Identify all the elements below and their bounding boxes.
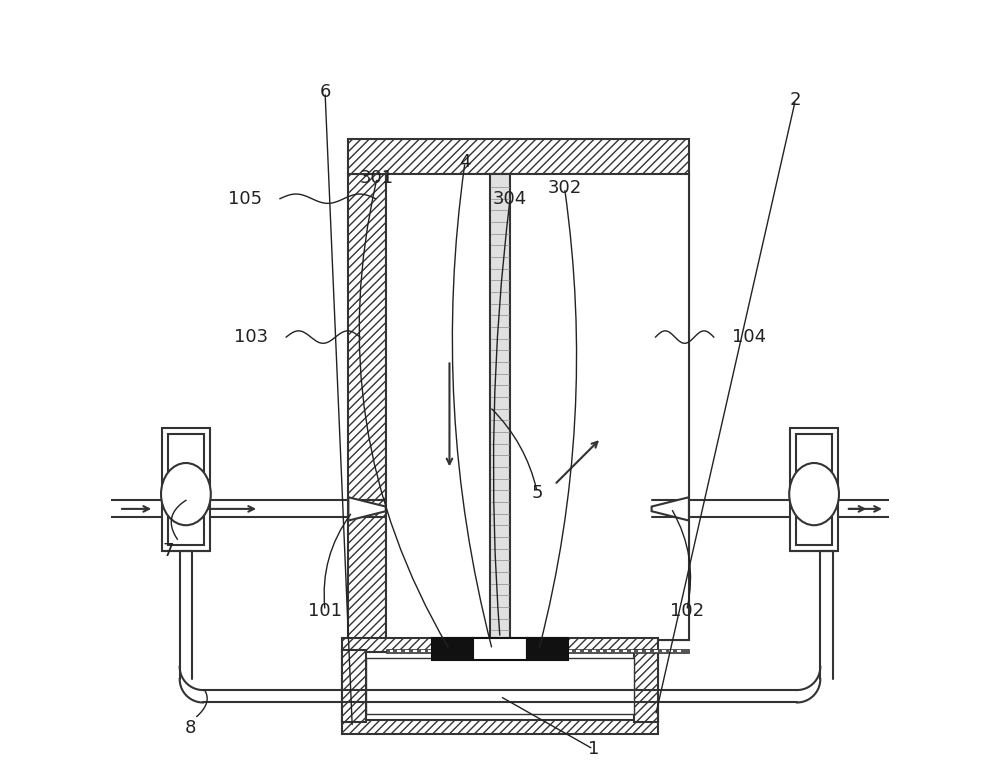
Bar [527, 638, 568, 660]
Bar [348, 174, 386, 640]
Text: 7: 7 [162, 542, 174, 560]
Text: 302: 302 [547, 179, 582, 197]
Text: 105: 105 [228, 189, 262, 207]
Bar [162, 428, 210, 551]
Bar [348, 139, 689, 174]
Text: 101: 101 [308, 602, 342, 619]
Ellipse shape [789, 463, 839, 525]
Bar [432, 638, 473, 660]
Text: 2: 2 [790, 91, 801, 109]
Text: 1: 1 [588, 740, 599, 758]
Bar [386, 649, 689, 654]
Bar [386, 174, 689, 640]
Text: 5: 5 [532, 484, 543, 502]
Text: 304: 304 [493, 189, 527, 207]
Text: 104: 104 [732, 328, 766, 346]
Bar [473, 638, 527, 660]
Text: 102: 102 [670, 602, 704, 619]
Polygon shape [652, 497, 689, 521]
Bar [495, 174, 505, 638]
Bar [342, 638, 658, 652]
Bar [342, 720, 658, 734]
Bar [366, 659, 634, 714]
Text: 8: 8 [185, 719, 196, 737]
Bar [796, 435, 832, 545]
Polygon shape [348, 497, 386, 521]
Text: 301: 301 [360, 168, 394, 186]
Bar [790, 428, 838, 551]
Bar [342, 651, 658, 722]
Bar [342, 651, 366, 722]
Ellipse shape [161, 463, 211, 525]
Text: 103: 103 [234, 328, 268, 346]
Bar [652, 174, 689, 640]
Text: 6: 6 [319, 83, 331, 101]
Bar [168, 435, 204, 545]
Text: 4: 4 [459, 153, 471, 171]
Bar [490, 174, 510, 638]
Bar [634, 651, 658, 722]
